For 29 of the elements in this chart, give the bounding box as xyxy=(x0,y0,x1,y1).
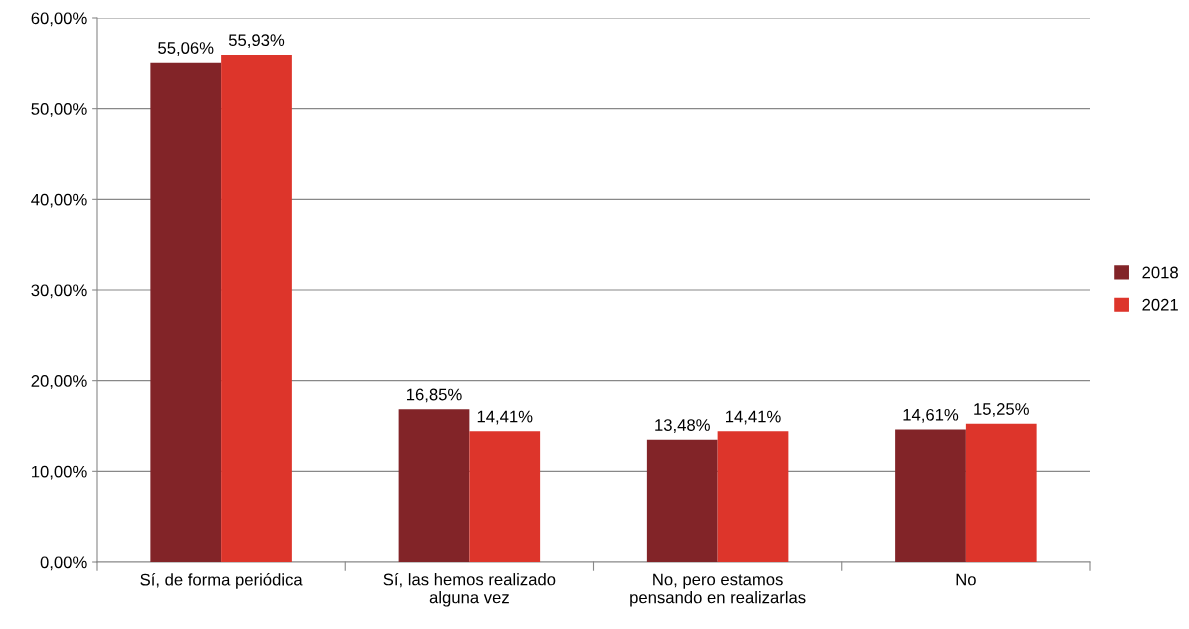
data-label: 14,41% xyxy=(477,410,533,425)
bar xyxy=(717,431,789,562)
data-label: 14,41% xyxy=(726,410,781,425)
x-tick-label: Sí, de forma periódica xyxy=(140,573,303,589)
data-label: 14,61% xyxy=(903,408,959,423)
legend-label: 2021 xyxy=(1142,298,1178,311)
bar xyxy=(646,439,718,562)
x-tick-label: No xyxy=(956,573,976,586)
y-tick-label: 50,00% xyxy=(31,103,87,117)
x-tick-label: No, pero estamos pensando en realizarlas xyxy=(630,573,806,607)
x-tick-label: Sí, las hemos realizado alguna vez xyxy=(383,572,556,607)
bar xyxy=(895,429,966,562)
y-tick-label: 20,00% xyxy=(31,375,87,389)
y-tick-label: 30,00% xyxy=(31,284,87,299)
y-tick-label: 10,00% xyxy=(32,465,87,480)
y-tick-label: 40,00% xyxy=(31,193,87,208)
bar xyxy=(150,62,222,562)
bar xyxy=(965,423,1037,562)
data-label: 13,48% xyxy=(655,419,710,433)
data-label: 15,25% xyxy=(974,403,1029,417)
data-label: 55,93% xyxy=(228,34,285,49)
bar xyxy=(221,54,292,562)
bar xyxy=(398,409,470,562)
y-tick-label: 0,00% xyxy=(40,556,87,571)
data-label: 16,85% xyxy=(407,388,462,403)
legend-label: 2018 xyxy=(1142,266,1178,279)
y-tick-label: 60,00% xyxy=(31,12,87,27)
data-label: 55,06% xyxy=(158,42,214,56)
bar xyxy=(469,431,541,562)
